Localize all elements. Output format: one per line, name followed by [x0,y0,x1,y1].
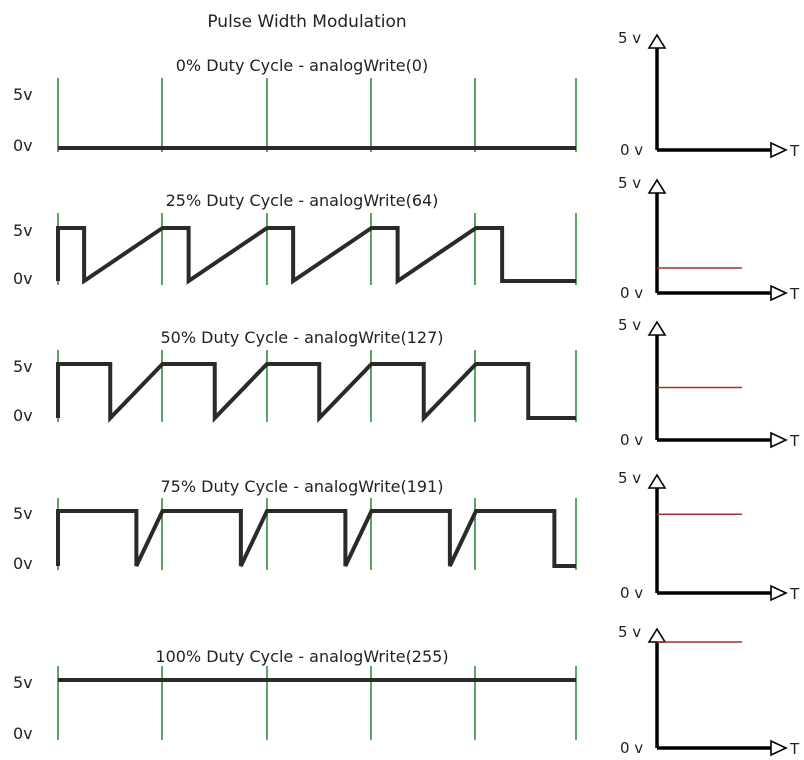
pwm-waveform [56,509,576,568]
pwm-waveform [56,362,576,423]
axis-5v-label: 5 v [618,174,641,192]
axis-time-label: T [789,285,800,303]
axis-0v-label: 0 v [620,584,643,602]
low-level-label: 0v [13,554,33,573]
voltage-axis-arrow [647,178,667,194]
pwm-waveform [56,226,576,285]
low-level-label: 0v [13,724,33,743]
axis-5v-label: 5 v [618,623,641,641]
axis-0v-label: 0 v [620,141,643,159]
high-level-label: 5v [13,504,33,523]
high-level-label: 5v [13,85,33,104]
duty-cycle-label: 0% Duty Cycle - analogWrite(0) [176,56,428,75]
low-level-label: 0v [13,136,33,155]
duty-cycle-label: 50% Duty Cycle - analogWrite(127) [160,328,443,347]
axis-5v-label: 5 v [618,29,641,47]
time-axis-arrow [770,584,788,602]
high-level-label: 5v [13,673,33,692]
low-level-label: 0v [13,406,33,425]
axis-time-label: T [789,432,800,450]
time-axis-arrow [770,284,788,302]
voltage-axis-arrow [647,627,667,643]
axis-time-label: T [789,585,800,603]
duty-cycle-label: 100% Duty Cycle - analogWrite(255) [155,647,448,666]
time-axis-arrow [770,141,788,159]
voltage-axis-arrow [647,473,667,489]
axis-0v-label: 0 v [620,739,643,757]
axis-time-label: T [789,142,800,160]
axis-0v-label: 0 v [620,431,643,449]
voltage-axis-arrow [647,320,667,336]
axis-0v-label: 0 v [620,284,643,302]
axis-time-label: T [789,740,800,758]
diagram-title: Pulse Width Modulation [207,12,406,32]
voltage-axis-arrow [647,33,667,49]
low-level-label: 0v [13,269,33,288]
time-axis-arrow [770,739,788,757]
high-level-label: 5v [13,221,33,240]
high-level-label: 5v [13,357,33,376]
duty-cycle-label: 25% Duty Cycle - analogWrite(64) [166,191,439,210]
axis-5v-label: 5 v [618,316,641,334]
axis-5v-label: 5 v [618,469,641,487]
duty-cycle-label: 75% Duty Cycle - analogWrite(191) [160,477,443,496]
time-axis-arrow [770,431,788,449]
